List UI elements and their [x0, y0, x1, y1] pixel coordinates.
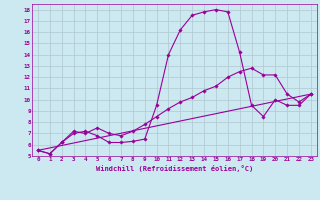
X-axis label: Windchill (Refroidissement éolien,°C): Windchill (Refroidissement éolien,°C): [96, 165, 253, 172]
